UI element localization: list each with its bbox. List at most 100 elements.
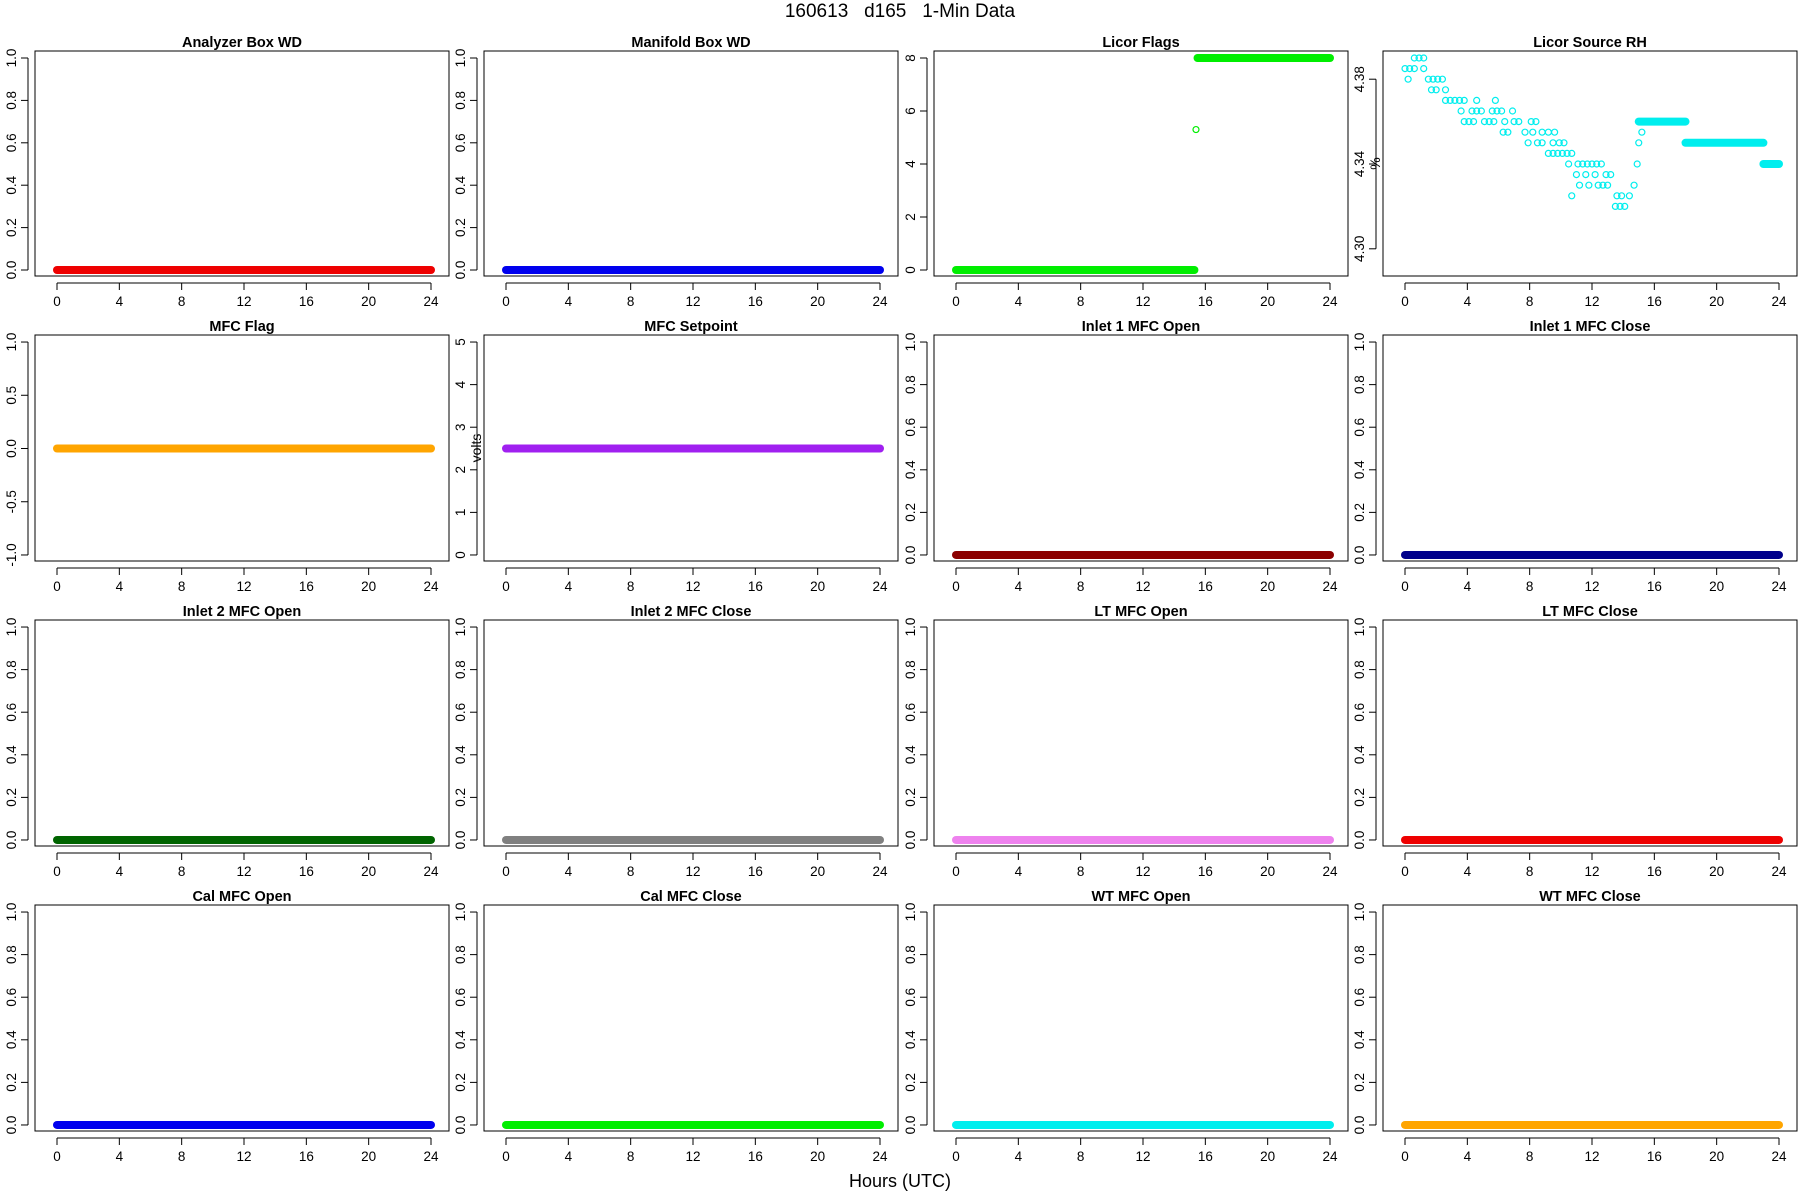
data-point — [1593, 160, 1601, 168]
x-tick-label: 16 — [1647, 294, 1662, 309]
data-point — [1485, 117, 1493, 126]
y-tick-label: 1.0 — [4, 49, 19, 68]
data-point — [1510, 117, 1518, 126]
y-tick-label: 1.0 — [453, 903, 468, 922]
y-tick-label: 0.2 — [903, 503, 918, 522]
data-point — [1613, 192, 1621, 200]
x-tick-label: 8 — [1526, 1149, 1534, 1164]
x-tick-label: 4 — [1015, 864, 1023, 879]
data-point — [1568, 149, 1576, 157]
x-tick-label: 24 — [1771, 579, 1787, 594]
x-tick-label: 12 — [1135, 864, 1150, 879]
y-tick-label: 0.2 — [453, 218, 468, 237]
x-tick-label: 16 — [748, 294, 763, 309]
chart-panel: WT MFC Open 0 4 8 12 16 20 24 0.0 0.2 0.4 0.6 0.8 1.0 — [903, 889, 1349, 1164]
x-tick-label: 24 — [423, 579, 439, 594]
data-point — [1630, 181, 1638, 189]
x-tick-label: 8 — [1526, 579, 1534, 594]
x-tick-label: 0 — [53, 864, 61, 879]
x-tick-label: 16 — [1198, 579, 1213, 594]
chart-panel: Analyzer Box WD 0 4 8 12 16 20 24 0.0 0.2 0.4 0.6 0.… — [4, 35, 450, 309]
x-tick-label: 4 — [1015, 1149, 1023, 1164]
data-point — [1616, 202, 1624, 210]
x-tick-label: 20 — [810, 864, 825, 879]
plot-frame — [933, 334, 1349, 562]
x-tick-label: 0 — [502, 579, 510, 594]
x-tick-label: 16 — [1198, 864, 1213, 879]
y-tick-label: 0.8 — [903, 375, 918, 394]
y-tick-label: 0.4 — [1352, 745, 1367, 764]
x-tick-label: 16 — [1647, 1149, 1662, 1164]
y-tick-label: -1.0 — [4, 543, 19, 566]
data-point — [1625, 192, 1634, 200]
panel-title: MFC Setpoint — [644, 319, 738, 335]
x-tick-label: 8 — [1526, 864, 1534, 879]
data-point — [1560, 139, 1568, 147]
panel-title: Cal MFC Open — [192, 889, 291, 905]
panel-title: Inlet 1 MFC Open — [1082, 319, 1200, 335]
y-tick-label: 1.0 — [4, 618, 19, 637]
y-tick-label: 0.8 — [453, 91, 468, 110]
data-point — [1544, 128, 1552, 136]
plot-frame — [933, 904, 1349, 1132]
y-tick-label: 1.0 — [4, 333, 19, 352]
plot-frame — [933, 619, 1349, 847]
chart-panel: Inlet 2 MFC Close 0 4 8 12 16 20 24 0.0 0.2 0.4 0.6… — [453, 604, 899, 879]
x-tick-label: 16 — [1198, 294, 1213, 309]
y-tick-label: 0.4 — [903, 1030, 918, 1049]
x-tick-label: 16 — [1198, 1149, 1213, 1164]
plot-frame — [933, 50, 1349, 277]
data-point — [1488, 107, 1496, 115]
plot-frame — [483, 50, 899, 277]
x-tick-label: 0 — [1401, 579, 1409, 594]
y-tick-label: 3 — [453, 423, 468, 431]
y-tick-label: 0.6 — [1352, 988, 1367, 1007]
panel-title: WT MFC Close — [1539, 889, 1641, 905]
y-tick-label: 0.2 — [453, 788, 468, 807]
plot-frame — [34, 334, 450, 562]
x-tick-label: 8 — [178, 1149, 186, 1164]
y-tick-label: 1.0 — [1352, 903, 1367, 922]
data-point — [1490, 117, 1498, 126]
x-tick-label: 0 — [1401, 294, 1409, 309]
data-point — [1441, 86, 1450, 94]
x-tick-label: 20 — [810, 294, 825, 309]
y-tick-label: 0.0 — [453, 831, 468, 850]
x-tick-label: 8 — [178, 864, 186, 879]
data-point — [1591, 171, 1599, 179]
plot-frame — [34, 904, 450, 1132]
data-point — [1611, 202, 1619, 210]
y-tick-label: 0.4 — [453, 1030, 468, 1049]
data-point — [1597, 160, 1605, 168]
y-tick-label: 0.8 — [1352, 945, 1367, 964]
y-tick-label: 0.6 — [453, 988, 468, 1007]
data-point — [1401, 64, 1409, 73]
x-tick-label: 4 — [1464, 579, 1472, 594]
y-tick-label: 0.0 — [903, 546, 918, 565]
y-tick-label: 0.4 — [4, 745, 19, 764]
x-tick-label: 12 — [1584, 294, 1599, 309]
x-tick-label: 8 — [178, 294, 186, 309]
data-point — [1594, 181, 1602, 189]
data-point — [1438, 75, 1447, 83]
panel-title: LT MFC Close — [1542, 604, 1638, 620]
data-point — [1404, 75, 1412, 83]
x-tick-label: 0 — [1401, 1149, 1409, 1164]
y-tick-label: 0.6 — [453, 133, 468, 152]
data-point — [1618, 192, 1626, 200]
panel-title: Inlet 1 MFC Close — [1530, 319, 1651, 335]
x-tick-label: 16 — [748, 579, 763, 594]
y-tick-label: 0.4 — [903, 745, 918, 764]
y-tick-label: 0.2 — [903, 788, 918, 807]
x-tick-label: 8 — [178, 579, 186, 594]
panel-title: WT MFC Open — [1091, 889, 1190, 905]
x-tick-label: 16 — [1647, 864, 1662, 879]
data-point — [1603, 181, 1612, 189]
x-tick-label: 24 — [872, 294, 888, 309]
x-tick-label: 20 — [1260, 579, 1275, 594]
data-point — [1585, 181, 1593, 189]
x-tick-label: 0 — [53, 579, 61, 594]
data-point — [1549, 149, 1557, 157]
